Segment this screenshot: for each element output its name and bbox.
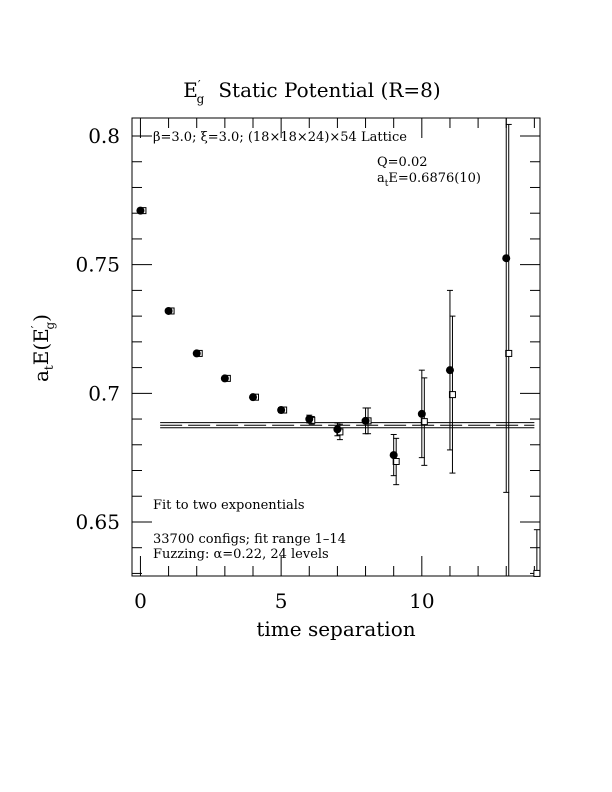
fit-method-annotation: Fit to two exponentials xyxy=(153,498,305,513)
x-ticks xyxy=(139,118,535,576)
series-filled-circles xyxy=(136,118,511,493)
data-point-circle xyxy=(502,254,511,263)
y-tick-label: 0.8 xyxy=(88,124,120,148)
data-point-circle xyxy=(248,393,257,402)
y-tick-label: 0.65 xyxy=(75,510,120,534)
fuzzing-annotation: Fuzzing: α=0.22, 24 levels xyxy=(153,547,329,562)
y-tick-label: 0.7 xyxy=(88,381,120,405)
data-point-circle xyxy=(220,374,229,383)
plot-frame xyxy=(131,117,541,577)
y-label-sub-g: g xyxy=(43,321,57,329)
data-point-circle xyxy=(417,409,426,418)
y-axis-label: atE(E′g) xyxy=(29,314,57,382)
data-point-circle xyxy=(389,451,398,460)
configs-annotation: 33700 configs; fit range 1–14 xyxy=(153,532,346,547)
title-prime: ′ xyxy=(198,78,201,92)
y-label-mid: E(E xyxy=(29,328,53,365)
y-label-prefix: a xyxy=(29,370,53,382)
x-tick-label: 0 xyxy=(134,589,147,613)
data-point-circle xyxy=(333,425,342,434)
data-point-square xyxy=(533,569,541,577)
y-ticks xyxy=(132,135,540,574)
data-point-circle xyxy=(164,306,173,315)
energy-value: E=0.6876(10) xyxy=(388,171,481,186)
energy-sub: t xyxy=(385,179,389,189)
data-point-circle xyxy=(136,206,145,215)
energy-annotation: atE=0.6876(10) xyxy=(377,171,481,189)
y-label-suffix: ) xyxy=(29,314,53,322)
y-tick-label: 0.75 xyxy=(75,253,120,277)
x-tick-label: 5 xyxy=(275,589,288,613)
y-tick-labels: 0.65 0.7 0.75 0.8 xyxy=(75,124,120,534)
data-point-circle xyxy=(277,406,286,415)
chart-title: E′ g Static Potential (R=8) xyxy=(183,78,440,106)
title-sub: g xyxy=(197,92,205,106)
data-point-circle xyxy=(445,366,454,375)
data-point-circle xyxy=(361,416,370,425)
x-tick-labels: 0 5 10 xyxy=(134,589,434,613)
fit-band xyxy=(160,422,535,429)
x-axis-label: time separation xyxy=(256,617,415,641)
x-tick-label: 10 xyxy=(409,589,434,613)
title-main: E xyxy=(183,78,198,102)
energy-prefix: a xyxy=(377,171,385,186)
data-point-circle xyxy=(305,415,314,424)
y-label-sub-t: t xyxy=(42,365,56,370)
data-point-circle xyxy=(192,349,201,358)
lattice-annotation: β=3.0; ξ=3.0; (18×18×24)×54 Lattice xyxy=(153,130,407,145)
title-rest: Static Potential (R=8) xyxy=(218,78,440,102)
y-label-prime: ′ xyxy=(29,325,43,328)
q-value-annotation: Q=0.02 xyxy=(377,155,428,170)
